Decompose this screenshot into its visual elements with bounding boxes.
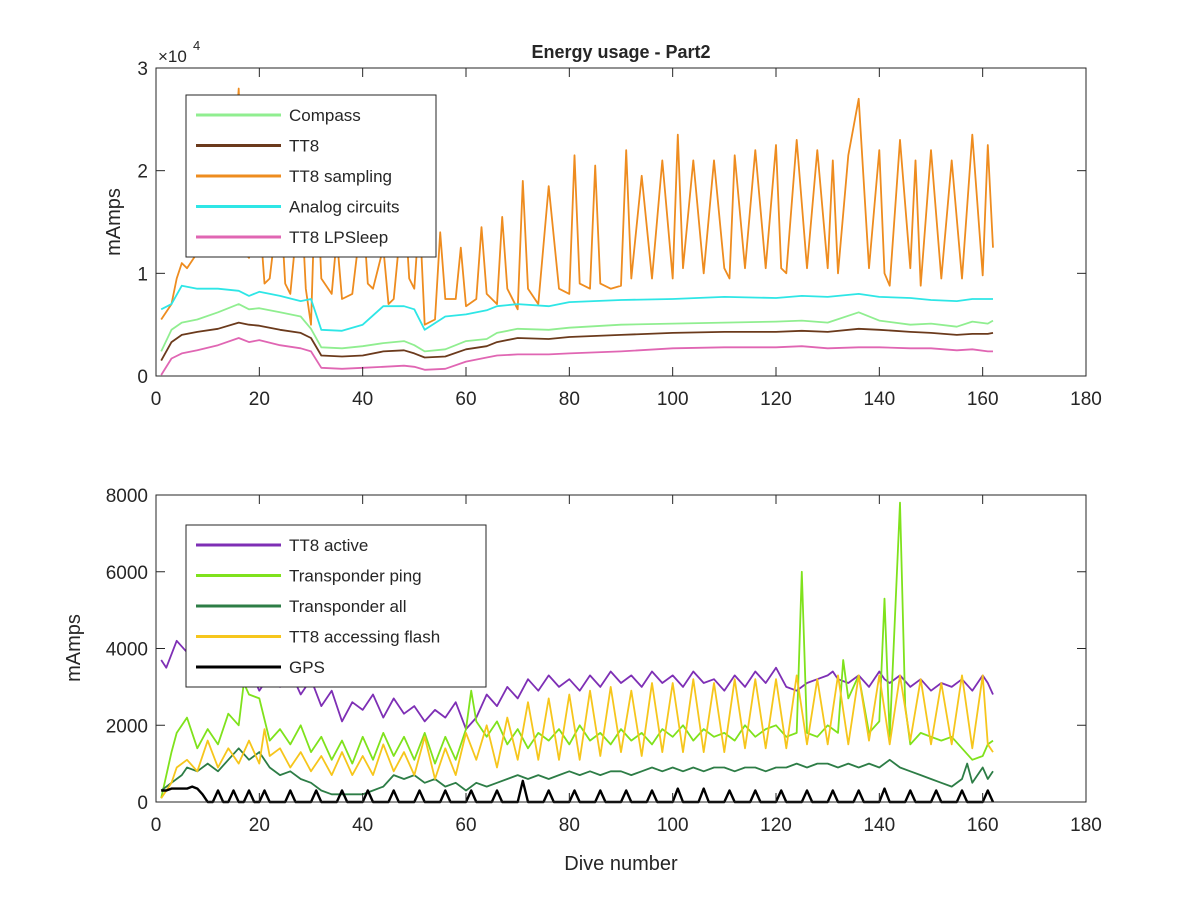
y-axis-label-bottom: mAmps: [63, 614, 85, 682]
axes-box-top: [155, 67, 1087, 377]
series-line-transponder-ping: [160, 501, 994, 799]
x-tick-label: 60: [455, 389, 476, 410]
legend-entry: GPS: [289, 658, 325, 677]
axes-top: 0 20 40 60 80 100 120 140 160 180 0 1 2 3 ×10 4 mAmp…: [103, 38, 1102, 410]
series-line-transponder-all: [160, 747, 994, 796]
series-line-analog-circuits: [160, 284, 993, 332]
legend-bottom: TT8 active Transponder ping Transponder al…: [185, 524, 487, 688]
x-tick-label: 140: [863, 389, 895, 410]
x-tick-label: 160: [967, 815, 999, 836]
legend-top: Compass TT8 TT8 sampling Analog circuits TT8…: [185, 94, 437, 258]
y-axis-label-top: mAmps: [103, 188, 125, 256]
x-ticks-top: 0 20 40 60 80 100 120 140 160 180: [151, 68, 1102, 410]
y-tick-label: 3: [137, 59, 148, 80]
x-tick-label: 100: [657, 389, 689, 410]
y-ticks-bottom: 0 2000 4000 6000 8000: [106, 486, 1086, 814]
y-ticks-top: 0 1 2 3: [137, 59, 1086, 388]
x-tick-label: 20: [249, 815, 270, 836]
x-tick-label: 140: [863, 815, 895, 836]
x-tick-label: 160: [967, 389, 999, 410]
y-tick-label: 8000: [106, 486, 148, 507]
y-tick-label: 0: [137, 793, 148, 814]
y-tick-label: 4000: [106, 640, 148, 661]
legend-entry: Analog circuits: [289, 198, 400, 217]
chart-title: Energy usage - Part2: [531, 42, 710, 62]
x-tick-label: 180: [1070, 815, 1102, 836]
x-tick-label: 120: [760, 389, 792, 410]
legend-entry: TT8 sampling: [289, 167, 392, 186]
legend-entry: TT8 active: [289, 536, 368, 555]
y-tick-label: 2000: [106, 716, 148, 737]
legend-entry: Transponder all: [289, 597, 407, 616]
y-tick-label: 0: [137, 367, 148, 388]
series-line-tt8-accessing-flash: [160, 674, 994, 799]
x-tick-label: 40: [352, 815, 373, 836]
y-tick-label: 2: [137, 162, 148, 183]
x-tick-label: 0: [151, 389, 162, 410]
y-tick-label: 1: [137, 264, 148, 285]
axes-bottom: 0 20 40 60 80 100 120 140 160 180 0 2000 4000 6000 80…: [63, 486, 1102, 875]
x-tick-label: 80: [559, 815, 580, 836]
series-line-tt8: [160, 321, 994, 362]
x-tick-label: 20: [249, 389, 270, 410]
y-tick-label: 6000: [106, 563, 148, 584]
x-tick-label: 0: [151, 815, 162, 836]
series-line-compass: [160, 303, 994, 353]
legend-entry: Compass: [289, 106, 361, 125]
x-tick-label: 80: [559, 389, 580, 410]
x-tick-label: 100: [657, 815, 689, 836]
x-axis-label: Dive number: [564, 853, 678, 875]
y-exponent-power: 4: [193, 38, 200, 53]
x-tick-label: 40: [352, 389, 373, 410]
legend-entry: TT8 LPSleep: [289, 228, 388, 247]
y-exponent-base: ×10: [158, 47, 187, 66]
legend-entry: TT8 accessing flash: [289, 628, 440, 647]
legend-entry: Transponder ping: [289, 567, 422, 586]
x-tick-label: 120: [760, 815, 792, 836]
legend-entry: TT8: [289, 137, 319, 156]
x-tick-label: 60: [455, 815, 476, 836]
series-line-tt8-lpsleep: [160, 337, 993, 376]
series-line-tt8-active: [160, 639, 994, 730]
x-ticks-bottom: 0 20 40 60 80 100 120 140 160 180: [151, 495, 1102, 836]
x-tick-label: 180: [1070, 389, 1102, 410]
